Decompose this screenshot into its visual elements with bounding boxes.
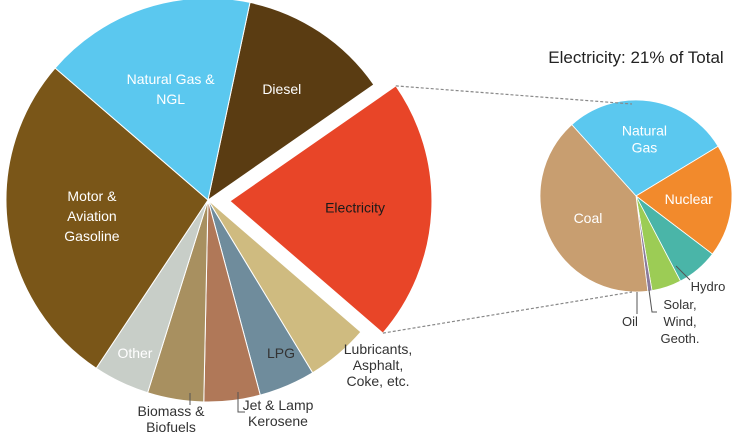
slice-diesel <box>207 1 375 202</box>
leader-lines <box>189 265 691 413</box>
slice-electricity <box>229 85 433 334</box>
label-lpg: LPG <box>267 345 295 361</box>
slice-motor-and-aviation-gasoline <box>5 67 209 369</box>
zoom-slice-natural-gas <box>571 99 719 197</box>
label-natural-gas: Natural Gas <box>622 123 667 156</box>
leader-solar-wind-geoth <box>648 289 657 313</box>
label-hydro: Hydro <box>691 279 726 294</box>
leader-hydro <box>675 265 691 281</box>
zoom-slice-nuclear <box>635 145 733 255</box>
connector-line-bottom <box>382 291 633 334</box>
label-motor-and-aviation-gasoline: Motor & Aviation Gasoline <box>64 188 119 244</box>
label-electricity: Electricity <box>325 200 385 216</box>
slice-natural-gas-and-ngl <box>54 0 251 201</box>
zoom-slice-coal <box>539 124 649 293</box>
connector-line-top <box>395 85 633 105</box>
label-other: Other <box>117 345 152 361</box>
label-jet-and-lamp-kerosene: Jet & Lamp Kerosene <box>243 397 314 429</box>
label-biomass-and-biofuels: Biomass & Biofuels <box>138 403 206 435</box>
label-solar-wind-geoth: Solar, Wind, Geoth. <box>660 297 699 346</box>
label-coal: Coal <box>574 210 603 226</box>
label-diesel: Diesel <box>262 81 301 97</box>
connector-lines <box>382 85 633 334</box>
leader-jet-and-lamp-kerosene <box>237 392 245 413</box>
main-pie <box>5 0 433 403</box>
label-oil: Oil <box>622 314 638 329</box>
electricity-title: Electricity: 21% of Total <box>548 48 723 67</box>
label-natural-gas-and-ngl: Natural Gas & NGL <box>127 71 216 107</box>
electricity-breakdown-pie <box>539 99 733 293</box>
slice-labels: Diesel Electricity Lubricants, Asphalt, Coke… <box>64 71 725 435</box>
label-lubricants-asphalt-coke-etc: Lubricants, Asphalt, Coke, etc. <box>344 341 412 389</box>
label-nuclear: Nuclear <box>665 191 714 207</box>
